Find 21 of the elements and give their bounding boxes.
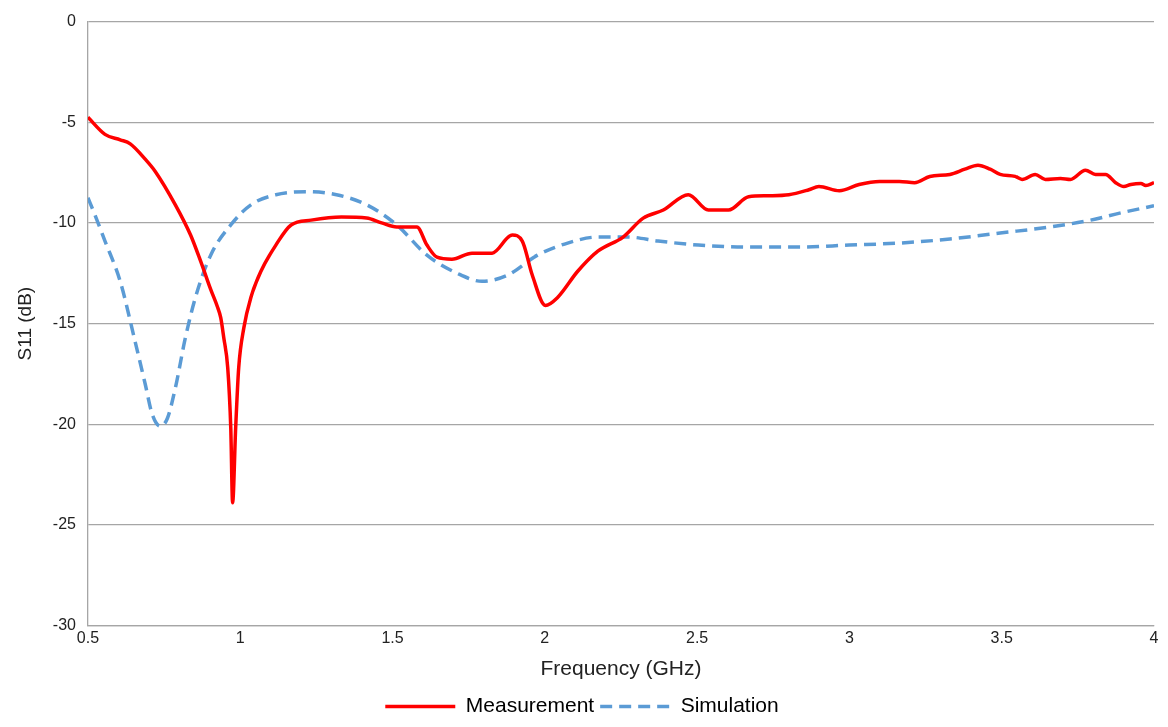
legend-label: Measurement xyxy=(465,693,595,717)
x-tick-label: 1 xyxy=(235,628,245,646)
y-tick-label: -30 xyxy=(52,616,77,634)
y-tick-label: 0 xyxy=(67,12,77,30)
x-tick-label: 3 xyxy=(844,628,854,646)
x-axis-title: Frequency (GHz) xyxy=(540,656,702,680)
legend-label: Simulation xyxy=(680,693,779,717)
line-series xyxy=(87,189,1154,429)
line-series xyxy=(87,115,1154,505)
y-tick-label: -25 xyxy=(52,515,77,533)
y-tick-label: -15 xyxy=(52,314,77,332)
x-tick-label: 0.5 xyxy=(76,628,100,646)
y-tick-label: -10 xyxy=(52,213,77,231)
x-tick-label: 4 xyxy=(1149,628,1159,646)
x-tick-label: 2 xyxy=(540,628,550,646)
y-tick-label: -20 xyxy=(52,414,77,432)
y-axis-title: S11 (dB) xyxy=(13,286,35,361)
x-tick-label: 2.5 xyxy=(685,628,709,646)
x-tick-label: 3.5 xyxy=(990,628,1013,646)
x-tick-label: 1.5 xyxy=(381,628,404,646)
y-tick-label: -5 xyxy=(61,112,77,130)
